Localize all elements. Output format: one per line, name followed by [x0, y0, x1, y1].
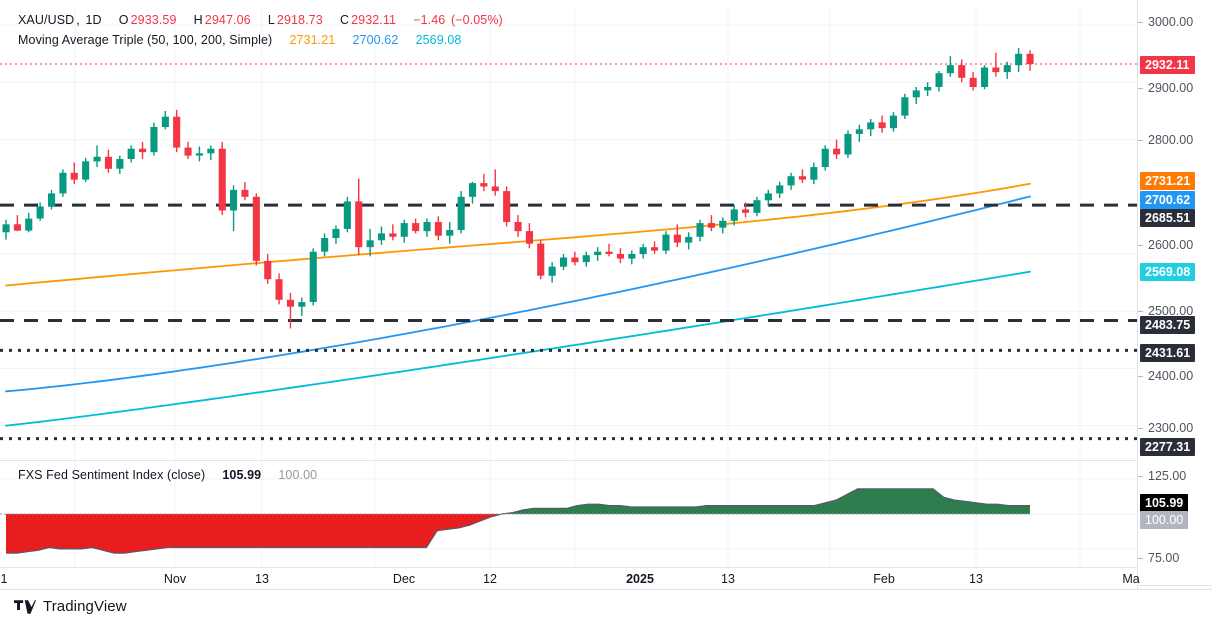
sentiment-area-series: [6, 488, 1030, 554]
price-axis-tick: 2300.00: [1148, 421, 1194, 435]
axis-tick-mark: [1138, 476, 1143, 477]
pane-divider-top: [0, 460, 1137, 461]
time-axis-tick: 13: [721, 572, 735, 586]
legend-change-percent: (−0.05%): [450, 13, 503, 27]
legend-change: −1.46: [413, 13, 446, 27]
ma200-value: 2569.08: [415, 33, 462, 47]
time-axis-tick: 2025: [626, 572, 654, 586]
price-axis[interactable]: 3000.00 2900.00 2800.00 2600.00 2500.00 2400.…: [1137, 0, 1212, 585]
horizontal-level-lines: [0, 63, 1137, 441]
legend-close-value: 2932.11: [351, 13, 397, 27]
tradingview-wordmark: TradingView: [43, 598, 127, 615]
legend-open-label: O: [118, 13, 129, 27]
sentiment-baseline-value: 100.00: [278, 468, 318, 482]
time-axis-tick: 13: [255, 572, 269, 586]
axis-tick-mark: [1138, 428, 1143, 429]
tradingview-branding: TradingView: [14, 598, 127, 615]
price-chart-svg: [0, 8, 1137, 460]
time-axis-tick: Nov: [163, 572, 187, 586]
time-axis-tick: 12: [483, 572, 497, 586]
legend-high-value: 2947.06: [204, 13, 251, 27]
price-axis-badge[interactable]: 2685.51: [1140, 209, 1196, 227]
moving-average-lines: [5, 182, 1031, 427]
axis-tick-mark: [1138, 311, 1143, 312]
moving-average-legend[interactable]: Moving Average Triple (50, 100, 200, Sim…: [18, 33, 463, 47]
ma100-value: 2700.62: [352, 33, 399, 47]
legend-symbol-name: XAU/USD: [18, 13, 75, 27]
price-gridlines: [0, 8, 1137, 460]
axis-tick-mark: [1138, 22, 1143, 23]
price-axis-tick: 2800.00: [1148, 133, 1194, 147]
time-axis-tick: Dec: [392, 572, 416, 586]
price-axis-badge[interactable]: 2569.08: [1140, 263, 1196, 281]
price-axis-tick: 125.00: [1148, 469, 1187, 483]
axis-tick-mark: [1138, 88, 1143, 89]
time-axis-tick: 1: [0, 572, 8, 586]
price-axis-tick: 3000.00: [1148, 15, 1194, 29]
time-axis-baseline: [0, 589, 1212, 590]
legend-low-label: L: [267, 13, 275, 27]
price-axis-badge[interactable]: 100.00: [1140, 511, 1189, 529]
symbol-legend[interactable]: XAU/USD, 1D O 2933.59 H 2947.06 L 2918.73 C…: [18, 13, 503, 27]
sentiment-chart-svg: [0, 461, 1137, 567]
legend-open-value: 2933.59: [130, 13, 177, 27]
price-axis-badge[interactable]: 2731.21: [1140, 172, 1196, 190]
legend-low-value: 2918.73: [276, 13, 323, 27]
ma-legend-title: Moving Average Triple (50, 100, 200, Sim…: [18, 33, 273, 47]
price-axis-tick: 75.00: [1148, 551, 1180, 565]
time-axis-tick: Feb: [873, 572, 895, 586]
axis-corner: [1137, 585, 1212, 590]
sentiment-value: 105.99: [222, 468, 262, 482]
time-axis-tick: 13: [969, 572, 983, 586]
axis-tick-mark: [1138, 376, 1143, 377]
tradingview-logo-icon: [14, 599, 36, 614]
legend-close-label: C: [339, 13, 350, 27]
time-axis-tick: Ma: [1122, 572, 1140, 586]
price-axis-tick: 2500.00: [1148, 304, 1194, 318]
ma50-value: 2731.21: [289, 33, 336, 47]
price-chart-pane[interactable]: [0, 8, 1137, 460]
axis-tick-mark: [1138, 558, 1143, 559]
price-axis-badge[interactable]: 2277.31: [1140, 438, 1196, 456]
legend-interval: 1D: [85, 13, 102, 27]
time-axis[interactable]: 1 Nov 13 Dec 12 2025 13 Feb 13 Ma: [0, 567, 1140, 590]
price-axis-badge[interactable]: 2483.75: [1140, 316, 1196, 334]
sentiment-legend-title: FXS Fed Sentiment Index (close): [18, 468, 206, 482]
candlestick-series: [2, 48, 1034, 329]
price-axis-badge[interactable]: 2700.62: [1140, 191, 1196, 209]
sentiment-indicator-legend[interactable]: FXS Fed Sentiment Index (close) 105.99 1…: [18, 468, 319, 482]
axis-tick-mark: [1138, 140, 1143, 141]
price-axis-tick: 2400.00: [1148, 369, 1194, 383]
price-axis-tick: 2600.00: [1148, 238, 1194, 252]
price-axis-badge[interactable]: 2431.61: [1140, 344, 1196, 362]
legend-high-label: H: [193, 13, 203, 27]
sentiment-indicator-pane[interactable]: [0, 461, 1137, 567]
price-axis-badge[interactable]: 105.99: [1140, 494, 1189, 512]
axis-tick-mark: [1138, 245, 1143, 246]
price-axis-tick: 2900.00: [1148, 81, 1194, 95]
price-axis-badge[interactable]: 2932.11: [1140, 56, 1195, 74]
